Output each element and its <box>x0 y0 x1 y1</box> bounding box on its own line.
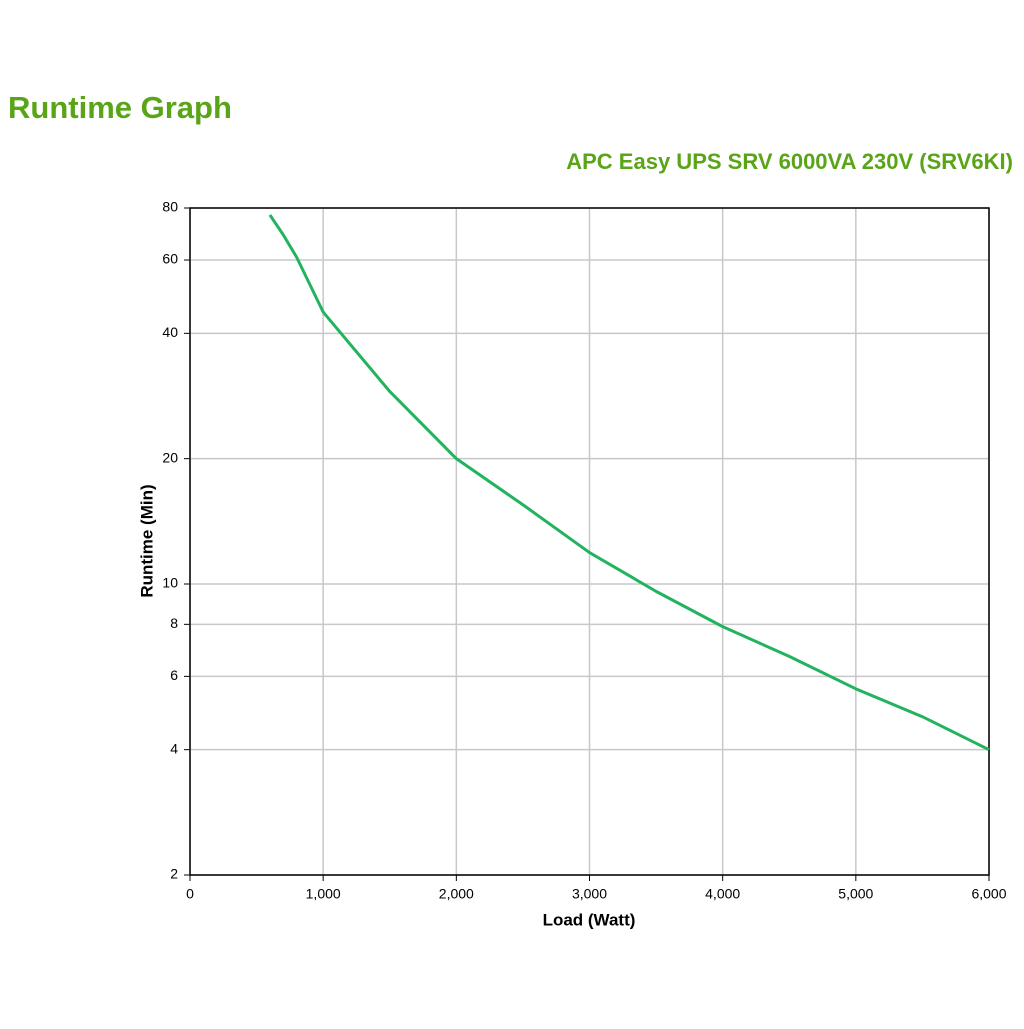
y-tick-label: 8 <box>170 615 178 631</box>
y-tick-label: 40 <box>162 324 178 340</box>
x-tick-label: 6,000 <box>971 886 1006 902</box>
y-tick-label: 60 <box>162 251 178 267</box>
x-axis-label: Load (Watt) <box>543 910 636 929</box>
chart-title: Runtime Graph <box>8 90 232 125</box>
x-tick-label: 1,000 <box>306 886 341 902</box>
x-tick-label: 0 <box>186 886 194 902</box>
x-tick-label: 4,000 <box>705 886 740 902</box>
y-tick-label: 6 <box>170 667 178 683</box>
chart-subtitle: APC Easy UPS SRV 6000VA 230V (SRV6KI) <box>566 149 1013 174</box>
x-tick-label: 3,000 <box>572 886 607 902</box>
y-tick-label: 2 <box>170 866 178 882</box>
x-tick-label: 5,000 <box>838 886 873 902</box>
plot-frame <box>189 207 990 876</box>
runtime-line <box>268 214 990 752</box>
x-tick-label: 2,000 <box>439 886 474 902</box>
y-axis-label: Runtime (Min) <box>137 484 156 597</box>
y-tick-label: 20 <box>162 449 178 465</box>
y-tick-label: 10 <box>162 575 178 591</box>
y-tick-label: 4 <box>170 740 178 756</box>
y-tick-label: 80 <box>162 199 178 215</box>
